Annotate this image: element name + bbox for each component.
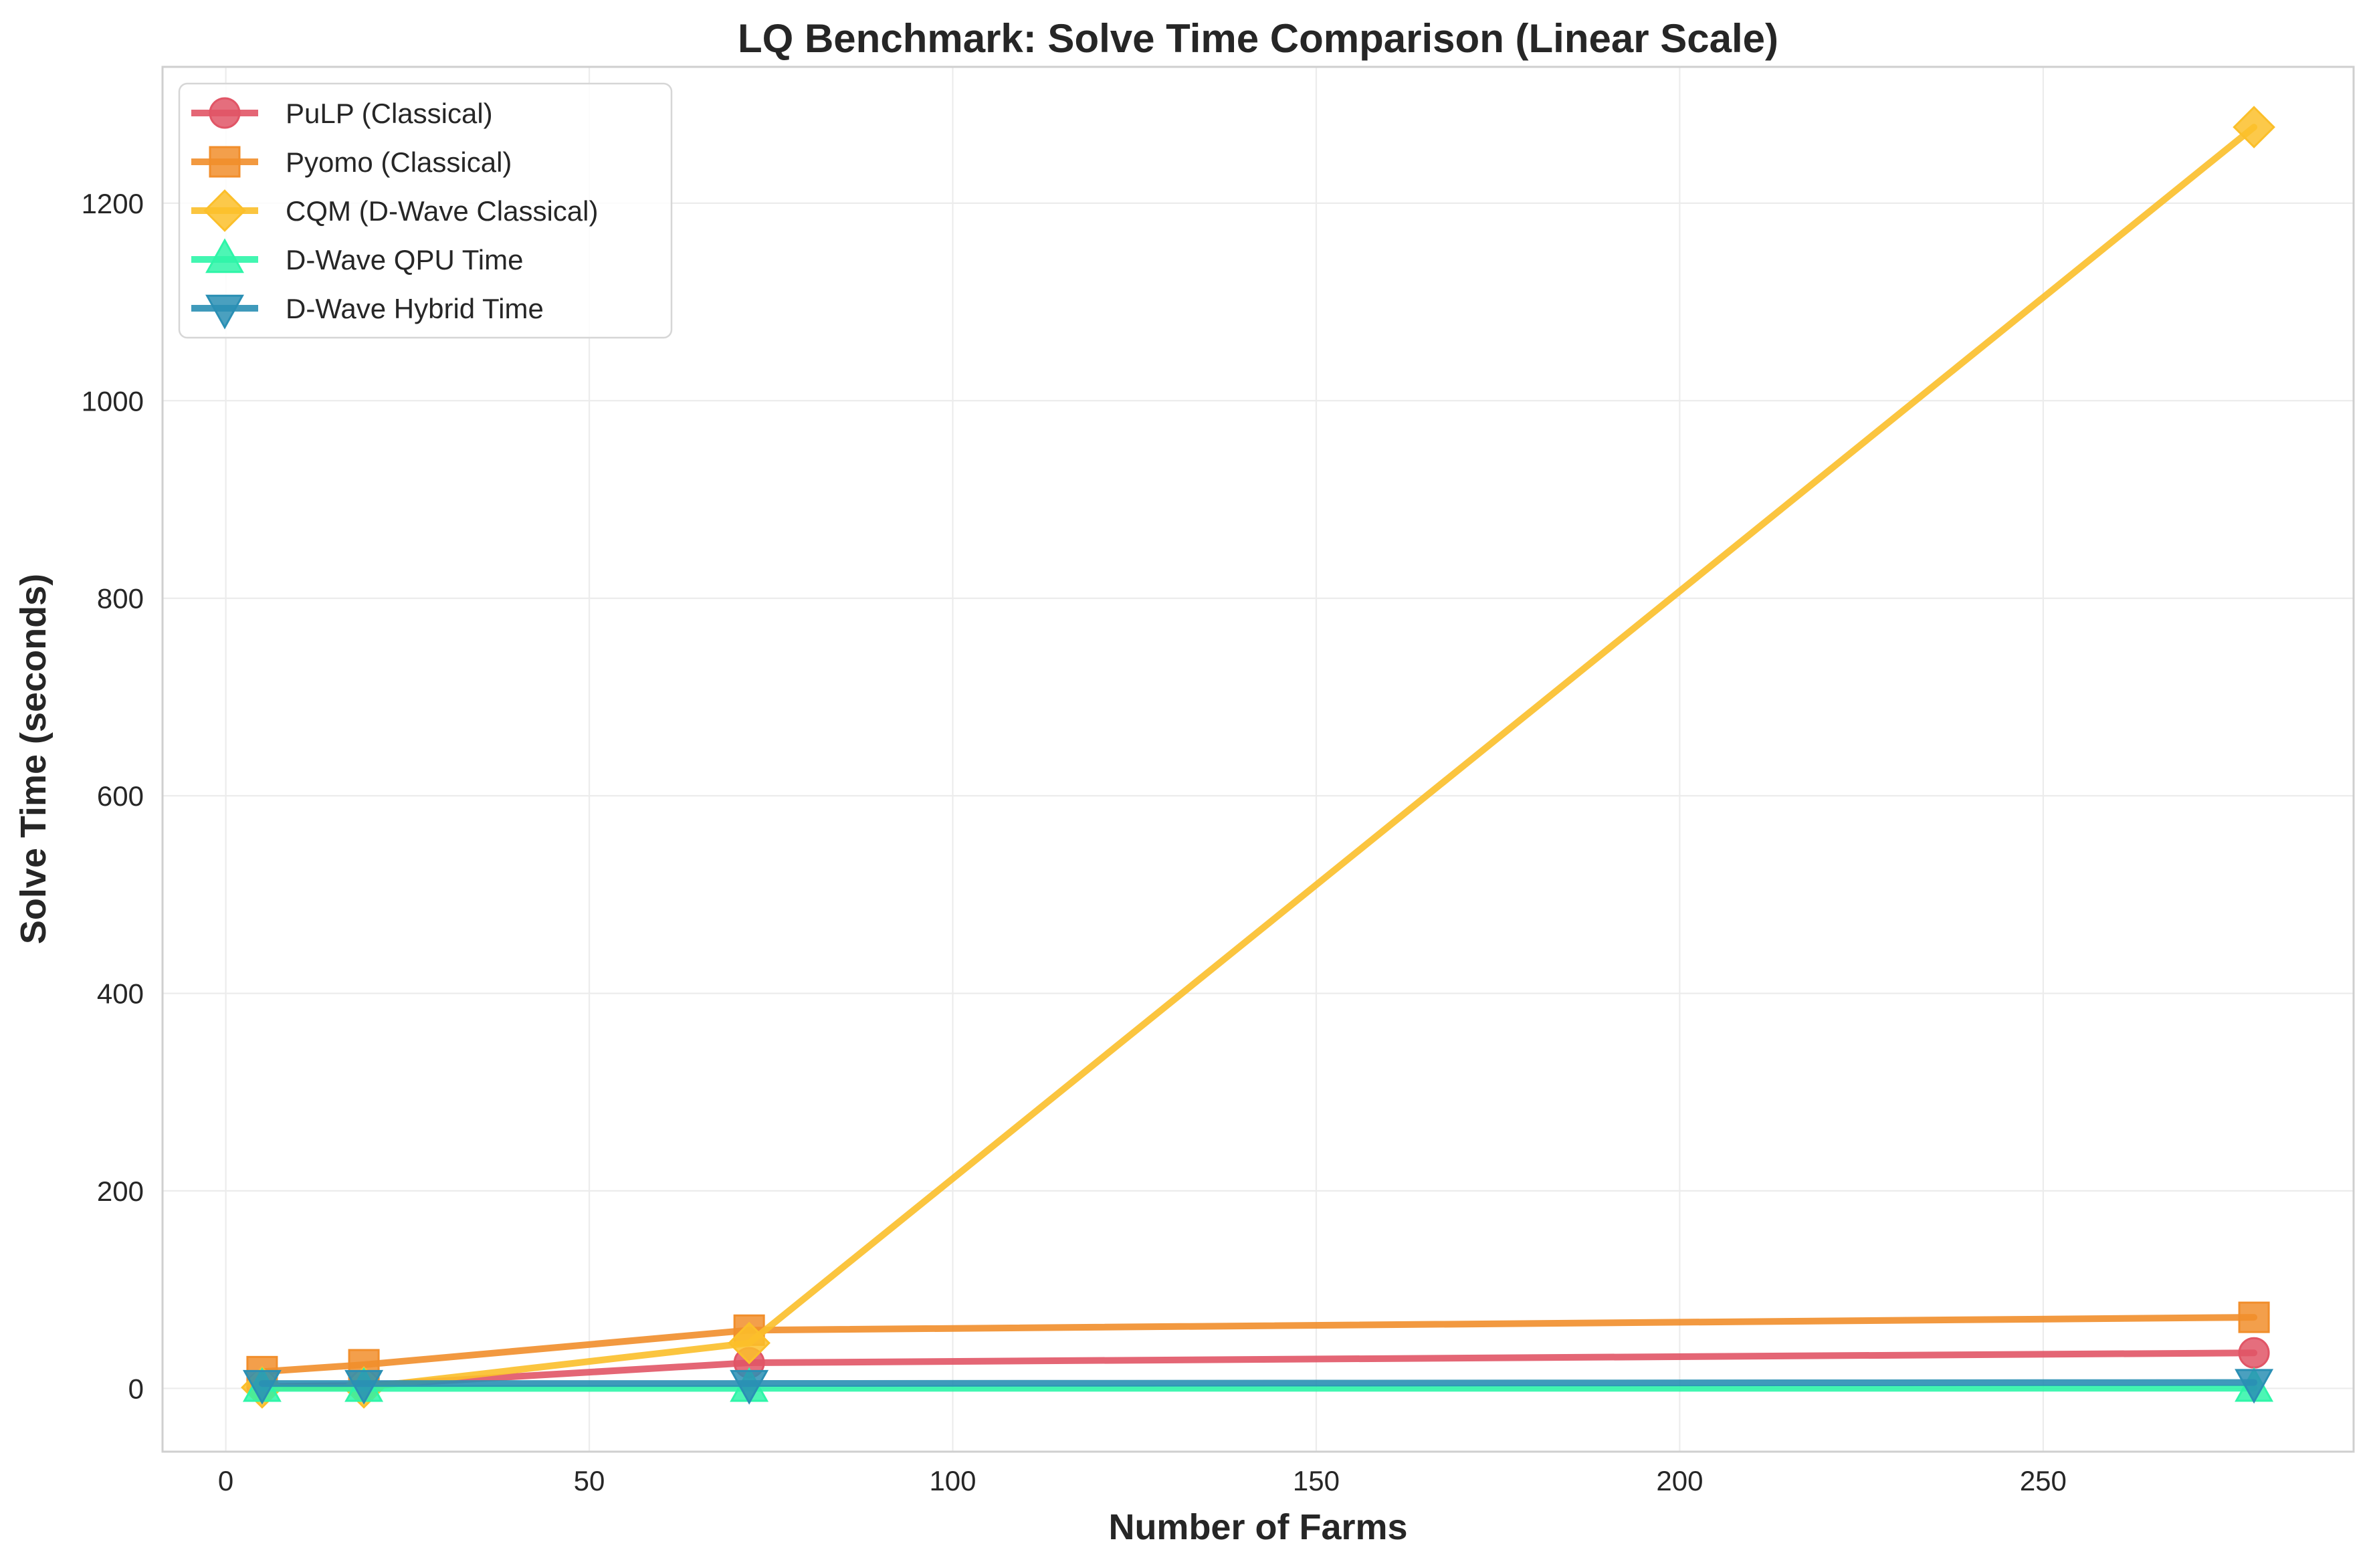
chart-title: LQ Benchmark: Solve Time Comparison (Lin… bbox=[738, 16, 1778, 61]
y-tick-label: 400 bbox=[97, 978, 144, 1010]
data-point bbox=[344, 1369, 384, 1405]
legend-box bbox=[178, 82, 673, 339]
legend-item: Pyomo (Classical) bbox=[191, 146, 512, 178]
legend-label: D-Wave QPU Time bbox=[286, 244, 523, 275]
data-point bbox=[2238, 1301, 2270, 1333]
series-5 bbox=[242, 1369, 2274, 1405]
legend-marker bbox=[209, 146, 241, 178]
y-tick-label: 600 bbox=[97, 780, 144, 812]
data-point bbox=[2238, 1337, 2270, 1369]
legend-marker bbox=[205, 238, 244, 273]
data-point bbox=[730, 1369, 769, 1405]
legend-marker bbox=[209, 97, 241, 129]
y-tick-label: 200 bbox=[97, 1175, 144, 1207]
data-point bbox=[2235, 1369, 2274, 1404]
legend-marker bbox=[203, 189, 246, 232]
tick-labels: 0 50 100 150 200 250 0 200 400 600 800 1000 1200 bbox=[82, 188, 2067, 1496]
x-tick-label: 150 bbox=[1293, 1465, 1340, 1496]
y-axis-label: Solve Time (seconds) bbox=[13, 574, 54, 944]
y-tick-label: 1200 bbox=[82, 188, 144, 219]
x-tick-label: 100 bbox=[929, 1465, 976, 1496]
legend-marker bbox=[205, 294, 244, 330]
legend-label: PuLP (Classical) bbox=[286, 98, 493, 129]
legend-item: D-Wave Hybrid Time bbox=[191, 293, 544, 330]
legend: PuLP (Classical) Pyomo (Classical) CQM (D-… bbox=[178, 82, 673, 339]
data-point bbox=[2233, 106, 2275, 148]
grid bbox=[163, 67, 2354, 1452]
legend-label: Pyomo (Classical) bbox=[286, 146, 512, 178]
x-tick-label: 0 bbox=[218, 1465, 233, 1496]
x-tick-label: 250 bbox=[2020, 1465, 2067, 1496]
series-layer bbox=[241, 106, 2275, 1409]
legend-item: CQM (D-Wave Classical) bbox=[191, 189, 598, 232]
legend-item: PuLP (Classical) bbox=[191, 97, 493, 129]
legend-label: D-Wave Hybrid Time bbox=[286, 293, 544, 324]
x-tick-label: 50 bbox=[574, 1465, 605, 1496]
legend-label: CQM (D-Wave Classical) bbox=[286, 195, 598, 227]
y-tick-label: 0 bbox=[128, 1373, 144, 1404]
y-tick-label: 1000 bbox=[82, 385, 144, 417]
plot-frame bbox=[161, 66, 2355, 1453]
y-tick-label: 800 bbox=[97, 583, 144, 614]
legend-item: D-Wave QPU Time bbox=[191, 238, 523, 275]
series-line bbox=[258, 1314, 2258, 1375]
x-axis-label: Number of Farms bbox=[1108, 1507, 1407, 1547]
x-tick-label: 200 bbox=[1656, 1465, 1703, 1496]
data-point bbox=[728, 1321, 770, 1365]
data-point bbox=[242, 1369, 282, 1405]
